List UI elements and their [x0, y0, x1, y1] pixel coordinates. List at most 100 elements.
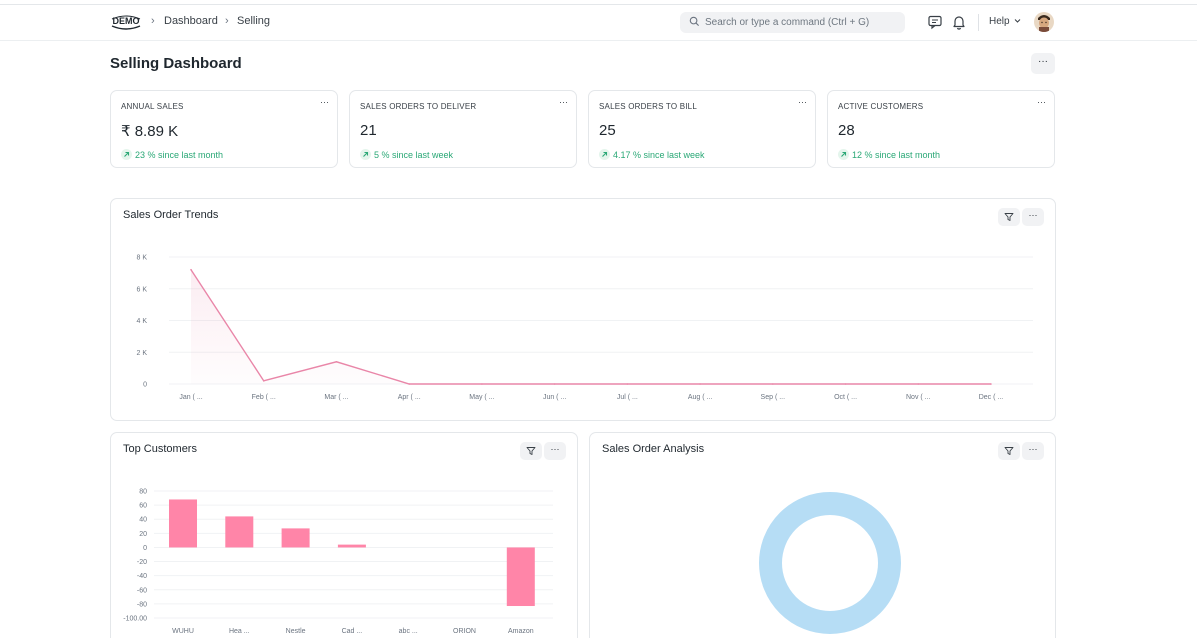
y-tick-label: 4 K — [136, 318, 147, 325]
help-menu[interactable]: Help — [989, 16, 1010, 27]
y-tick-label: 8 K — [136, 255, 147, 262]
breadcrumb-dashboard[interactable]: Dashboard — [164, 15, 218, 27]
chart-card-sales-order-trends: Sales Order Trends ··· 0 2 K 4 K 6 K 8 K Jan … — [110, 198, 1056, 421]
y-tick-label: -100.00 — [123, 616, 147, 623]
number-card-stat-text: 23 % since last month — [135, 150, 224, 160]
number-card-label: ANNUAL SALES — [121, 102, 184, 111]
data-point — [699, 383, 701, 385]
x-tick-label: Jan ( ... — [179, 394, 202, 401]
y-tick-label: 60 — [139, 503, 147, 510]
user-avatar[interactable] — [1034, 12, 1054, 32]
x-tick-label: Sep ( ... — [761, 394, 786, 401]
card-menu-button[interactable]: ··· — [320, 97, 329, 107]
x-tick-label: Nov ( ... — [906, 394, 931, 401]
search-icon — [689, 16, 700, 27]
chat-icon[interactable] — [927, 14, 943, 30]
number-card-active-customers[interactable]: ACTIVE CUSTOMERS ··· 28 12 % since last … — [827, 90, 1055, 168]
chart-menu-button[interactable]: ··· — [1022, 208, 1044, 226]
x-tick-label: Cad ... — [342, 628, 363, 635]
number-card-stat: 4.17 % since last week — [599, 149, 705, 160]
filter-button[interactable] — [998, 442, 1020, 460]
chevron-down-icon[interactable] — [1014, 18, 1021, 24]
top-customers-chart: -100.00 -80 -60 -40 -20 0 20 40 60 80 WUHU Hea ... N… — [123, 489, 553, 635]
y-tick-label: -40 — [137, 573, 147, 580]
filter-icon — [526, 447, 536, 455]
sales-order-analysis-chart — [759, 492, 901, 634]
number-card-label: SALES ORDERS TO BILL — [599, 102, 697, 111]
series-line — [190, 269, 991, 385]
x-tick-label: Hea ... — [229, 628, 250, 635]
arrow-up-right-icon — [599, 149, 610, 160]
filter-icon — [1004, 213, 1014, 221]
data-point — [481, 383, 483, 385]
data-point — [990, 383, 992, 385]
y-tick-label: 20 — [139, 531, 147, 538]
number-card-value: 21 — [360, 122, 377, 139]
data-point — [772, 383, 774, 385]
number-card-stat: 12 % since last month — [838, 149, 940, 160]
data-point — [626, 383, 629, 385]
number-card-stat-text: 12 % since last month — [852, 150, 941, 160]
bar — [281, 528, 310, 548]
x-tick-label: Nestle — [286, 628, 306, 635]
y-tick-label: 0 — [143, 382, 147, 389]
number-card-orders-to-bill[interactable]: SALES ORDERS TO BILL ··· 25 4.17 % since… — [588, 90, 816, 168]
number-card-stat-text: 5 % since last week — [374, 150, 454, 160]
number-card-label: ACTIVE CUSTOMERS — [838, 102, 924, 111]
number-card-orders-to-deliver[interactable]: SALES ORDERS TO DELIVER ··· 21 5 % since… — [349, 90, 577, 168]
x-tick-label: Jul ( ... — [617, 394, 638, 401]
card-menu-button[interactable]: ··· — [1037, 97, 1046, 107]
number-card-stat: 23 % since last month — [121, 149, 223, 160]
donut-slice — [759, 492, 901, 634]
x-tick-label: abc ... — [399, 628, 418, 635]
y-tick-label: 2 K — [136, 350, 147, 357]
dashboard-menu-button[interactable]: ··· — [1031, 53, 1055, 74]
number-card-annual-sales[interactable]: ANNUAL SALES ··· ₹ 8.89 K 23 % since las… — [110, 90, 338, 168]
navbar-divider — [978, 14, 979, 31]
chart-title: Top Customers — [123, 443, 197, 455]
x-tick-label: Jun ( ... — [543, 394, 566, 401]
x-tick-label: Dec ( ... — [979, 394, 1004, 401]
window-top-line — [0, 4, 1197, 5]
card-menu-button[interactable]: ··· — [798, 97, 807, 107]
breadcrumb-selling[interactable]: Selling — [237, 15, 271, 27]
x-tick-label: Mar ( ... — [324, 394, 348, 401]
x-tick-label: Amazon — [508, 628, 534, 635]
x-tick-label: Feb ( ... — [252, 394, 276, 401]
y-tick-label: 40 — [139, 517, 147, 524]
chevron-right-icon: › — [151, 15, 155, 27]
search-bar[interactable] — [680, 12, 905, 33]
chevron-right-icon: › — [225, 15, 229, 27]
x-tick-label: ORION — [453, 628, 476, 635]
number-card-label: SALES ORDERS TO DELIVER — [360, 102, 477, 111]
chart-menu-button[interactable]: ··· — [544, 442, 566, 460]
x-tick-label: Apr ( ... — [398, 394, 421, 401]
chart-menu-button[interactable]: ··· — [1022, 442, 1044, 460]
x-tick-label: Aug ( ... — [688, 394, 713, 401]
data-point — [553, 383, 556, 385]
x-tick-label: Oct ( ... — [834, 394, 857, 401]
arrow-up-right-icon — [838, 149, 849, 160]
y-tick-label: -20 — [137, 559, 147, 566]
number-card-stat-text: 4.17 % since last week — [613, 150, 705, 160]
sales-order-trends-chart: 0 2 K 4 K 6 K 8 K Jan ( ... Feb ( ... Mar ( ...… — [136, 255, 1033, 401]
navbar: DEMO › Dashboard › Selling Help — [0, 5, 1197, 41]
chart-title: Sales Order Analysis — [602, 443, 705, 455]
logo-text: DEMO — [113, 16, 140, 26]
card-menu-button[interactable]: ··· — [559, 97, 568, 107]
y-tick-label: -80 — [137, 601, 147, 608]
number-card-value: ₹ 8.89 K — [121, 123, 179, 140]
chart-title: Sales Order Trends — [123, 209, 219, 221]
filter-button[interactable] — [520, 442, 542, 460]
filter-button[interactable] — [998, 208, 1020, 226]
y-tick-label: 0 — [143, 545, 147, 552]
app-logo[interactable]: DEMO — [110, 13, 142, 31]
search-input[interactable] — [705, 14, 900, 31]
bell-icon[interactable] — [951, 14, 967, 30]
x-tick-label: WUHU — [172, 628, 194, 635]
number-card-stat: 5 % since last week — [360, 149, 453, 160]
chart-card-top-customers: Top Customers ··· -100.00 -80 -60 -40 -20 0 20… — [110, 432, 578, 638]
bar — [506, 547, 535, 607]
bar — [337, 544, 366, 548]
bar — [225, 516, 254, 548]
